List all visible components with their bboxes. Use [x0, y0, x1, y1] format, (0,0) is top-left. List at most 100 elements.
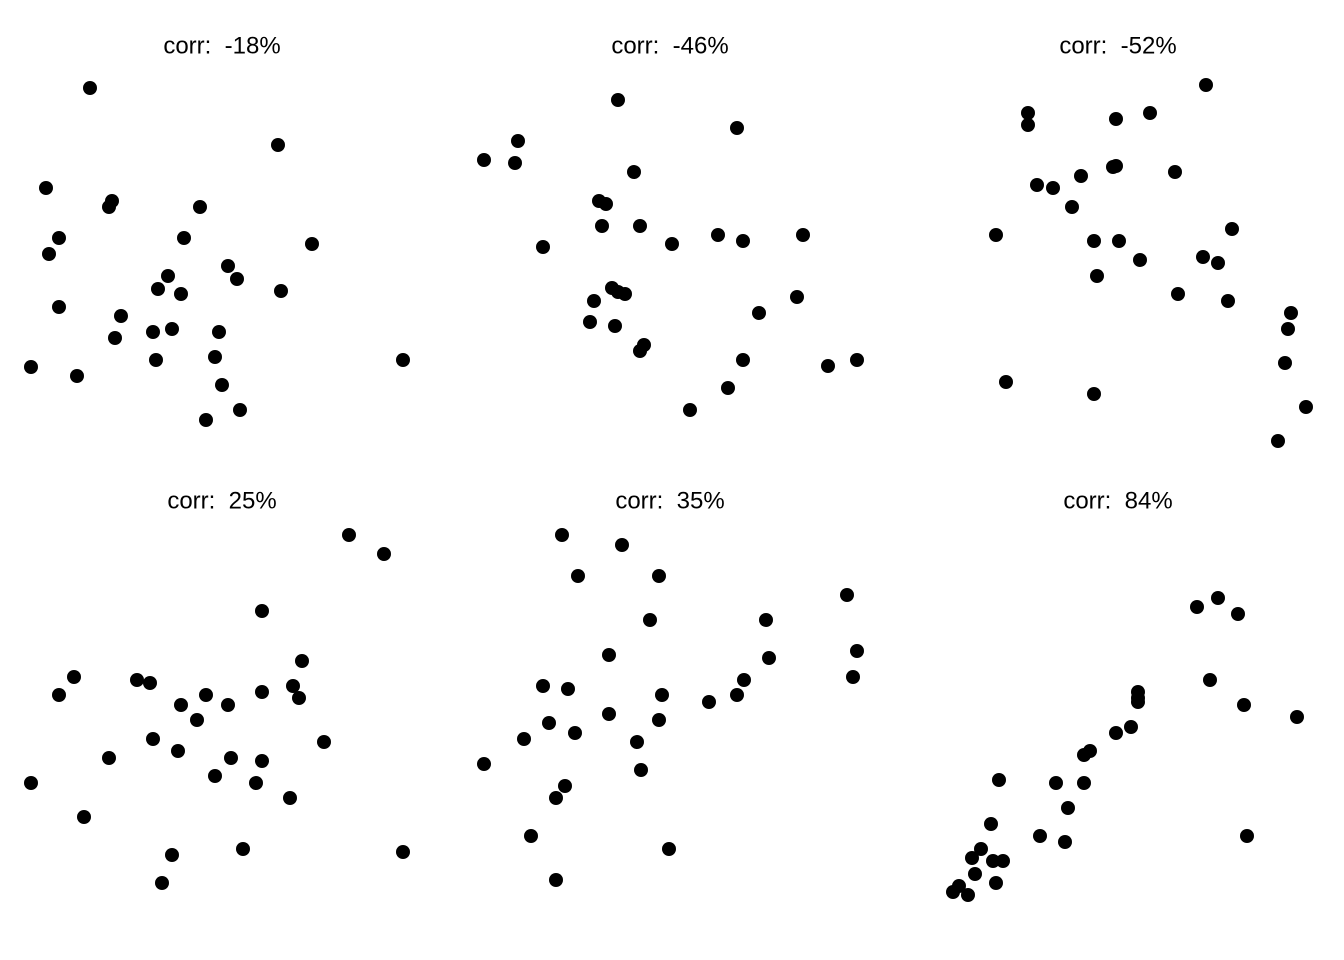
point	[174, 698, 188, 712]
point	[1124, 720, 1138, 734]
point	[1143, 106, 1157, 120]
panel-title: corr: -46%	[611, 32, 728, 59]
point	[249, 776, 263, 790]
point	[542, 716, 556, 730]
point	[52, 300, 66, 314]
point	[146, 325, 160, 339]
point	[52, 231, 66, 245]
point	[986, 854, 1000, 868]
point	[561, 682, 575, 696]
point	[634, 763, 648, 777]
point	[536, 240, 550, 254]
point	[587, 294, 601, 308]
point	[1290, 710, 1304, 724]
point	[1171, 287, 1185, 301]
point	[683, 403, 697, 417]
point	[599, 197, 613, 211]
point	[736, 234, 750, 248]
point	[608, 319, 622, 333]
point	[342, 528, 356, 542]
point	[1196, 250, 1210, 264]
point	[1087, 234, 1101, 248]
point	[130, 673, 144, 687]
point	[737, 673, 751, 687]
point	[224, 751, 238, 765]
point	[236, 842, 250, 856]
point	[1240, 829, 1254, 843]
point	[151, 282, 165, 296]
point	[662, 842, 676, 856]
point	[846, 670, 860, 684]
point	[317, 735, 331, 749]
point	[1109, 112, 1123, 126]
point	[1030, 178, 1044, 192]
point	[992, 773, 1006, 787]
point	[165, 322, 179, 336]
point	[762, 651, 776, 665]
point	[42, 247, 56, 261]
point	[161, 269, 175, 283]
point	[1131, 695, 1145, 709]
point	[652, 569, 666, 583]
point	[199, 413, 213, 427]
point	[146, 732, 160, 746]
point	[477, 757, 491, 771]
point	[796, 228, 810, 242]
point	[752, 306, 766, 320]
point	[517, 732, 531, 746]
point	[571, 569, 585, 583]
point	[568, 726, 582, 740]
point	[108, 331, 122, 345]
point	[190, 713, 204, 727]
point	[271, 138, 285, 152]
point	[652, 713, 666, 727]
point	[615, 538, 629, 552]
point	[630, 735, 644, 749]
point	[850, 353, 864, 367]
point	[840, 588, 854, 602]
point	[1090, 269, 1104, 283]
point	[1109, 726, 1123, 740]
point	[965, 851, 979, 865]
point	[821, 359, 835, 373]
point	[83, 81, 97, 95]
point	[67, 670, 81, 684]
point	[611, 93, 625, 107]
point	[295, 654, 309, 668]
point	[602, 707, 616, 721]
point	[555, 528, 569, 542]
point	[165, 848, 179, 862]
point	[989, 876, 1003, 890]
point	[1271, 434, 1285, 448]
point	[1087, 387, 1101, 401]
point	[549, 873, 563, 887]
point	[974, 842, 988, 856]
point	[149, 353, 163, 367]
point	[221, 698, 235, 712]
point	[1106, 160, 1120, 174]
point	[77, 810, 91, 824]
point	[961, 888, 975, 902]
point	[1278, 356, 1292, 370]
point	[24, 776, 38, 790]
point	[1299, 400, 1313, 414]
point	[396, 353, 410, 367]
point	[208, 350, 222, 364]
point	[143, 676, 157, 690]
point	[1133, 253, 1147, 267]
point	[230, 272, 244, 286]
point	[255, 685, 269, 699]
point	[39, 181, 53, 195]
point	[511, 134, 525, 148]
point	[1033, 829, 1047, 843]
point	[174, 287, 188, 301]
point	[24, 360, 38, 374]
point	[292, 691, 306, 705]
point	[199, 688, 213, 702]
point	[655, 688, 669, 702]
point	[377, 547, 391, 561]
point	[850, 644, 864, 658]
point	[643, 613, 657, 627]
point	[305, 237, 319, 251]
